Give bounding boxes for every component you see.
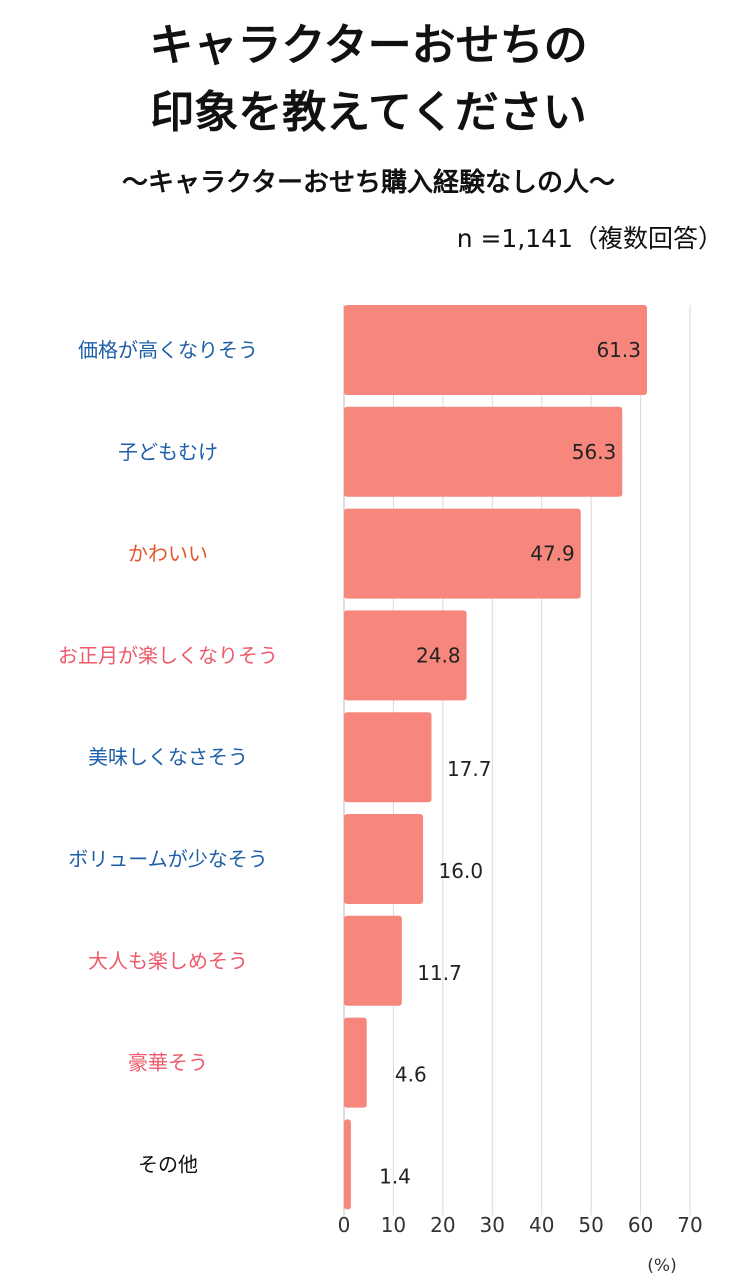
bar xyxy=(344,712,432,803)
x-tick-label: 60 xyxy=(628,1213,653,1237)
chart-title-line2: 印象を教えてください xyxy=(150,87,587,138)
bar xyxy=(344,305,647,395)
x-tick-label: 70 xyxy=(677,1213,702,1237)
data-label: 47.9 xyxy=(530,542,575,566)
data-label: 61.3 xyxy=(596,338,641,362)
data-label: 1.4 xyxy=(379,1164,411,1188)
chart-subtitle: 〜キャラクターおせち購入経験なしの人〜 xyxy=(122,168,615,198)
x-tick-label: 30 xyxy=(480,1213,505,1237)
data-label: 16.0 xyxy=(439,859,484,883)
x-tick-label: 10 xyxy=(381,1213,406,1237)
x-tick-label: 40 xyxy=(529,1213,554,1237)
bar xyxy=(344,406,623,497)
bar xyxy=(344,508,581,599)
data-label: 4.6 xyxy=(395,1063,427,1087)
category-label: 大人も楽しめそう xyxy=(88,949,248,973)
x-axis-unit-label: (%) xyxy=(647,1256,676,1276)
sample-size-note: n =1,141（複数回答） xyxy=(456,224,723,253)
bar xyxy=(344,915,402,1006)
category-label: 子どもむけ xyxy=(118,440,218,464)
category-label: 価格が高くなりそう xyxy=(78,338,258,362)
category-label: お正月が楽しくなりそう xyxy=(58,643,278,667)
category-label: その他 xyxy=(138,1152,198,1176)
data-label: 17.7 xyxy=(447,757,492,781)
category-label: かわいい xyxy=(128,542,208,566)
bar xyxy=(344,1017,367,1108)
x-tick-label: 20 xyxy=(430,1213,455,1237)
data-label: 56.3 xyxy=(572,440,617,464)
chart-title-line1: キャラクターおせちの xyxy=(149,20,588,71)
category-label: ボリュームが少なそう xyxy=(68,847,267,871)
x-tick-label: 0 xyxy=(338,1213,351,1237)
bar xyxy=(344,814,424,904)
bar xyxy=(344,1119,351,1210)
bar xyxy=(344,610,467,701)
data-label: 11.7 xyxy=(417,961,462,985)
category-label: 豪華そう xyxy=(128,1051,208,1075)
x-tick-label: 50 xyxy=(578,1213,603,1237)
data-label: 24.8 xyxy=(416,643,461,667)
category-label: 美味しくなさそう xyxy=(88,745,248,769)
